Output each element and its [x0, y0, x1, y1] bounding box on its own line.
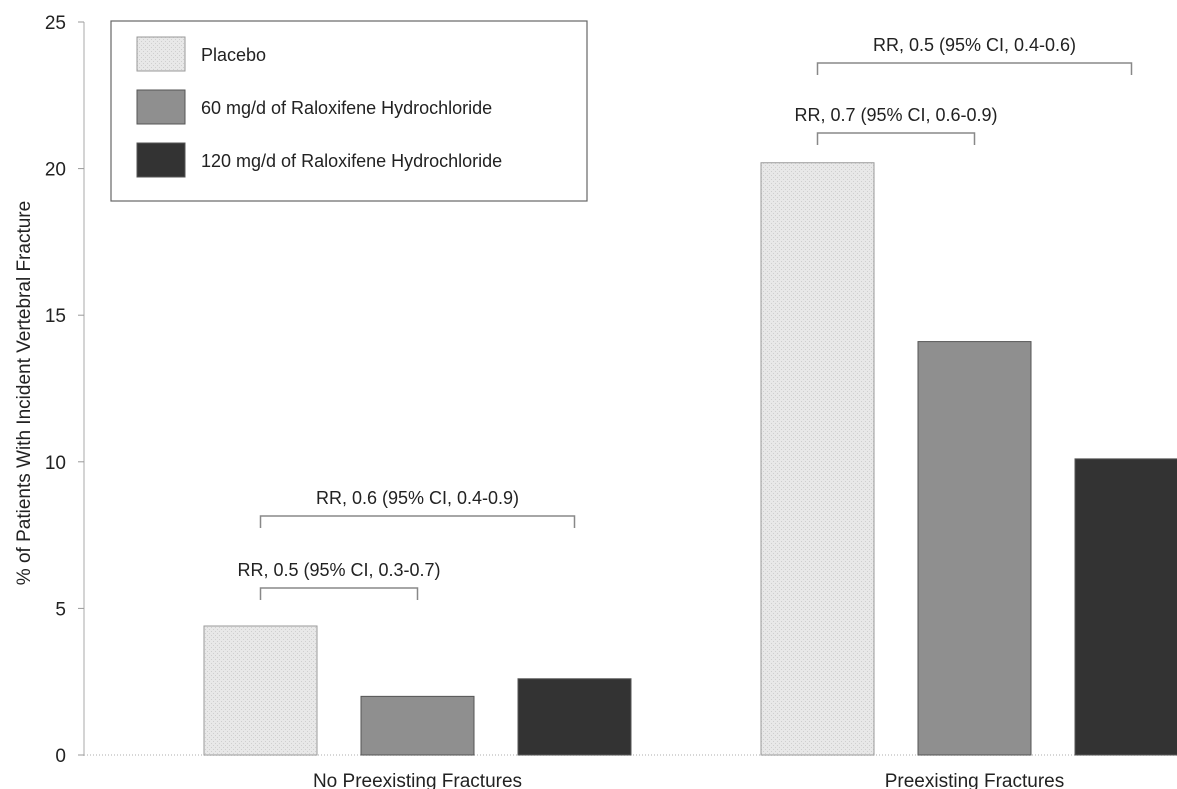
bar-raloxifene-120-preexisting [1074, 458, 1177, 756]
rr-bracket [816, 132, 976, 145]
legend-box [110, 20, 588, 202]
x-category-label: Preexisting Fractures [885, 771, 1065, 789]
bar-raloxifene-60-no-preexisting [360, 695, 475, 756]
y-axis-ticks: 0 5 10 15 20 25 [45, 13, 84, 767]
y-tick-label: 5 [55, 599, 66, 620]
x-axis-category-labels: No Preexisting Fractures Preexisting Frac… [313, 771, 1064, 789]
bars [203, 162, 1177, 756]
x-category-label: No Preexisting Fractures [313, 771, 522, 789]
bar-placebo-preexisting [760, 162, 875, 756]
legend: Placebo 60 mg/d of Raloxifene Hydrochlori… [110, 20, 588, 202]
legend-swatch-raloxifene-60 [136, 89, 186, 125]
legend-label: 60 mg/d of Raloxifene Hydrochloride [201, 98, 492, 118]
rr-annotations: RR, 0.5 (95% CI, 0.3-0.7) RR, 0.6 (95% CI… [237, 35, 1133, 600]
y-tick-label: 15 [45, 306, 66, 327]
y-tick-label: 0 [55, 746, 66, 767]
bar-raloxifene-120-no-preexisting [517, 678, 632, 756]
y-tick-label: 25 [45, 13, 66, 34]
legend-label: Placebo [201, 45, 266, 65]
y-axis-label: % of Patients With Incident Vertebral Fr… [14, 201, 35, 585]
rr-bracket [259, 587, 419, 600]
rr-annotation-label: RR, 0.5 (95% CI, 0.4-0.6) [873, 35, 1076, 55]
rr-annotation-label: RR, 0.7 (95% CI, 0.6-0.9) [794, 105, 997, 125]
y-tick-label: 10 [45, 453, 66, 474]
legend-swatch-raloxifene-120 [136, 142, 186, 178]
rr-bracket [816, 62, 1133, 75]
bar-raloxifene-60-preexisting [917, 341, 1032, 756]
rr-bracket [259, 515, 576, 528]
bar-placebo-no-preexisting [203, 625, 318, 756]
rr-annotation-label: RR, 0.5 (95% CI, 0.3-0.7) [237, 560, 440, 580]
rr-annotation-label: RR, 0.6 (95% CI, 0.4-0.9) [316, 488, 519, 508]
y-tick-label: 20 [45, 160, 66, 181]
legend-label: 120 mg/d of Raloxifene Hydrochloride [201, 151, 502, 171]
legend-swatch-placebo [136, 36, 186, 72]
